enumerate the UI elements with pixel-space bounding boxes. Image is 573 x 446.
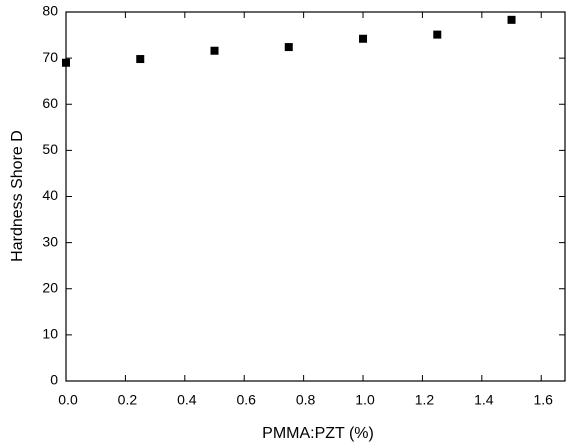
plot-frame <box>65 11 566 382</box>
x-axis-title: PMMA:PZT (%) <box>262 425 374 442</box>
x-tick-label: 1.4 <box>474 392 494 408</box>
x-tick-label: 1.6 <box>534 392 554 408</box>
data-point <box>359 34 368 43</box>
data-point <box>62 58 70 67</box>
data-point <box>507 15 516 24</box>
x-tick-label: 1.0 <box>355 392 375 408</box>
y-tick-label: 50 <box>42 141 58 157</box>
y-tick-label: 10 <box>42 326 58 342</box>
y-axis-title: Hardness Shore D <box>9 130 26 262</box>
y-tick-label: 80 <box>42 3 58 19</box>
y-tick-label: 70 <box>42 49 58 65</box>
data-point <box>433 30 442 39</box>
y-tick-label: 60 <box>42 95 58 111</box>
x-tick-label: 0.2 <box>118 392 138 408</box>
y-tick-label: 30 <box>42 233 58 249</box>
data-point <box>284 43 293 52</box>
y-tick-label: 40 <box>42 187 58 203</box>
y-tick-label: 0 <box>50 372 58 388</box>
x-tick-label: 1.2 <box>415 392 435 408</box>
data-point <box>136 55 145 64</box>
data-point <box>210 46 219 55</box>
x-tick-label: 0.6 <box>236 392 256 408</box>
y-tick-label: 20 <box>42 279 58 295</box>
x-tick-label: 0.4 <box>177 392 197 408</box>
x-tick-label: 0.0 <box>58 392 78 408</box>
x-tick-label: 0.8 <box>296 392 316 408</box>
